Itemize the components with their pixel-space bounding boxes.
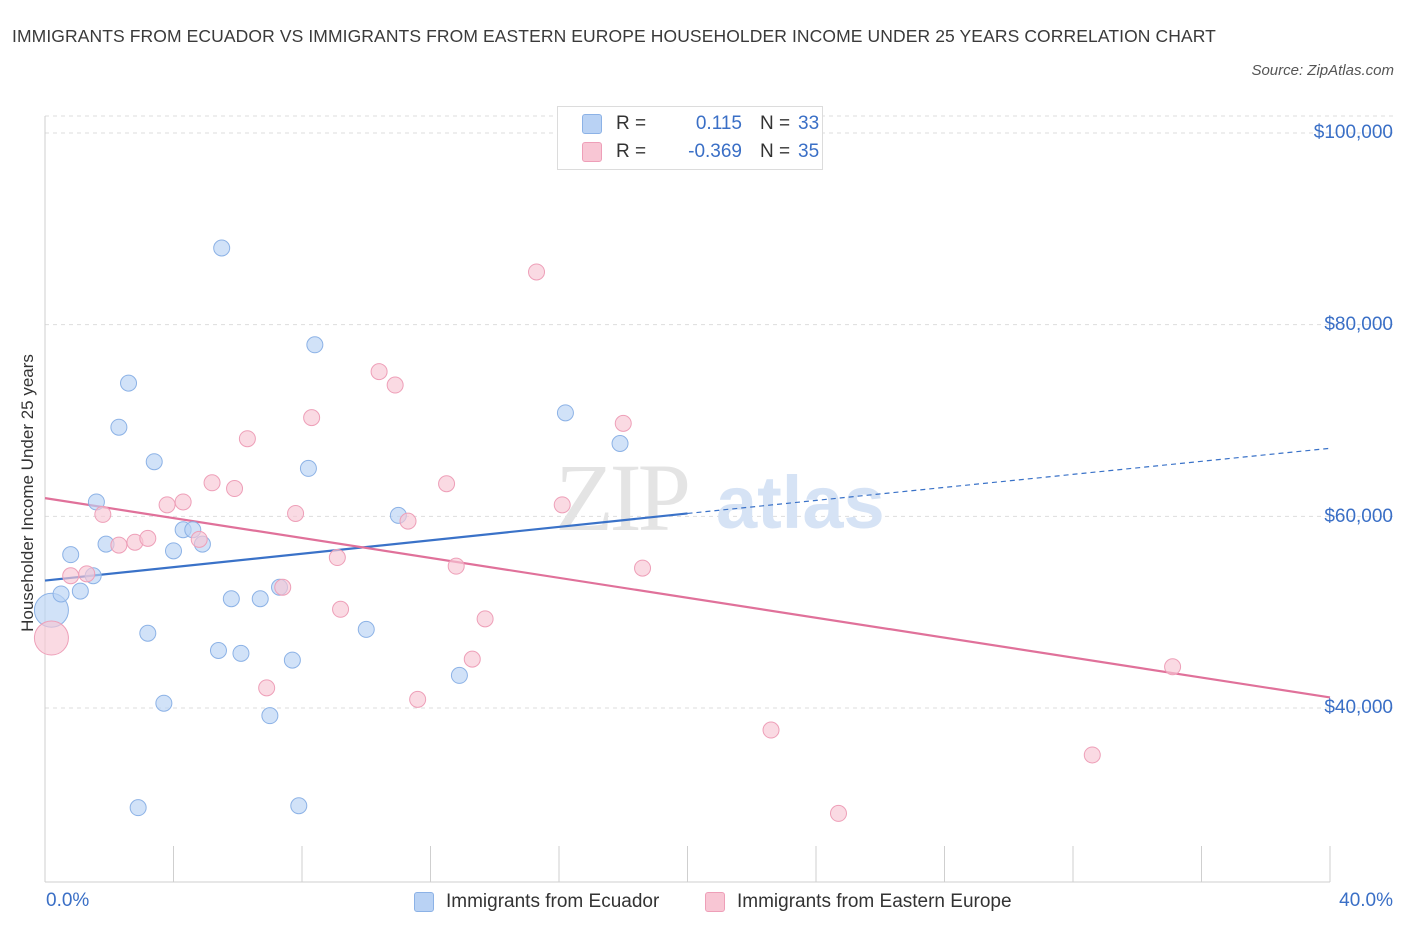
x-tick-label-max: 40.0% [1339, 890, 1393, 911]
point-ecuador [120, 374, 138, 392]
legend-swatch-blue [582, 114, 602, 134]
point-ecuador [306, 336, 324, 354]
point-ecuador [290, 797, 308, 815]
trend-line-eastern-europe [44, 497, 1331, 699]
point-ecuador [110, 418, 128, 436]
x-tick-label-min: 0.0% [46, 890, 90, 911]
point-eastern-europe [203, 474, 221, 492]
point-ecuador [357, 620, 375, 638]
gridlines [45, 115, 1393, 709]
point-eastern-europe [190, 530, 208, 548]
point-ecuador [261, 707, 279, 725]
point-eastern-europe [553, 496, 571, 514]
point-eastern-europe [328, 549, 346, 567]
point-eastern-europe [303, 409, 321, 427]
point-eastern-europe [399, 512, 417, 530]
series-label-ecuador: Immigrants from Ecuador [446, 891, 660, 912]
point-eastern-europe [238, 430, 256, 448]
point-eastern-europe [274, 578, 292, 596]
y-tick-label-100000: $100,000 [1313, 122, 1393, 143]
legend-r-value: 0.115 [695, 113, 742, 134]
point-eastern-europe [634, 559, 652, 577]
point-eastern-europe [33, 620, 69, 656]
point-eastern-europe [1164, 658, 1182, 676]
point-eastern-europe [1083, 746, 1101, 764]
point-eastern-europe [386, 376, 404, 394]
source-label: Source: ZipAtlas.com [1251, 62, 1394, 79]
data-points [33, 239, 1182, 822]
point-eastern-europe [476, 610, 494, 628]
point-eastern-europe [258, 679, 276, 697]
series-legend-eastern-europe[interactable]: Immigrants from Eastern Europe [705, 889, 1045, 915]
y-tick-label-40000: $40,000 [1324, 697, 1393, 718]
y-axis-label: Householder Income Under 25 years [18, 354, 37, 632]
watermark-atlas: atlas [716, 461, 885, 544]
point-ecuador [139, 624, 157, 642]
point-ecuador [165, 542, 182, 560]
series-legend-ecuador[interactable]: Immigrants from Ecuador [414, 889, 684, 915]
point-eastern-europe [94, 505, 112, 523]
trend-lines [44, 447, 1331, 699]
point-ecuador [251, 590, 269, 608]
series-swatch-pink [705, 892, 725, 912]
correlation-legend: R = 0.115 N = 33 R = -0.369 N = 35 [557, 106, 823, 170]
point-ecuador [222, 590, 240, 608]
point-ecuador [299, 459, 317, 477]
point-eastern-europe [139, 529, 157, 547]
point-ecuador [129, 799, 147, 817]
point-eastern-europe [614, 414, 632, 432]
zipatlas-watermark: ZIP atlas [555, 444, 885, 551]
point-ecuador [155, 694, 173, 712]
chart-title: IMMIGRANTS FROM ECUADOR VS IMMIGRANTS FR… [12, 26, 1216, 46]
point-ecuador [71, 582, 89, 600]
point-eastern-europe [78, 565, 96, 583]
legend-n-value: 35 [798, 141, 820, 162]
point-ecuador [213, 239, 231, 257]
point-eastern-europe [463, 650, 481, 668]
legend-r-label: R = [616, 141, 647, 162]
series-swatch-blue [414, 892, 434, 912]
legend-n-value: 33 [798, 113, 820, 134]
point-eastern-europe [829, 804, 847, 822]
point-ecuador [556, 404, 574, 422]
y-tick-label-80000: $80,000 [1324, 314, 1393, 335]
series-label-eastern-europe: Immigrants from Eastern Europe [737, 891, 1012, 912]
point-eastern-europe [438, 475, 456, 493]
axes [44, 116, 1331, 883]
legend-n-label: N = [760, 141, 791, 162]
point-eastern-europe [62, 567, 80, 585]
point-eastern-europe [762, 721, 780, 739]
point-eastern-europe [370, 363, 388, 381]
point-ecuador [145, 453, 163, 471]
point-eastern-europe [409, 690, 427, 708]
point-ecuador [209, 642, 227, 659]
point-eastern-europe [158, 496, 176, 514]
point-eastern-europe [110, 536, 128, 554]
point-eastern-europe [174, 493, 192, 511]
point-ecuador [283, 651, 301, 669]
point-eastern-europe [528, 263, 546, 281]
legend-swatch-pink [582, 142, 602, 162]
point-ecuador [611, 435, 629, 452]
legend-r-value: -0.369 [688, 141, 742, 162]
point-ecuador [450, 666, 468, 684]
point-ecuador [52, 585, 70, 603]
point-eastern-europe [226, 480, 244, 498]
legend-r-label: R = [616, 113, 647, 134]
legend-n-label: N = [760, 113, 791, 134]
point-eastern-europe [287, 504, 305, 522]
point-eastern-europe [447, 557, 465, 575]
y-tick-label-60000: $60,000 [1324, 506, 1393, 527]
point-ecuador [62, 546, 80, 564]
point-ecuador [232, 644, 250, 662]
point-eastern-europe [332, 600, 350, 618]
watermark-zip: ZIP [555, 444, 688, 551]
